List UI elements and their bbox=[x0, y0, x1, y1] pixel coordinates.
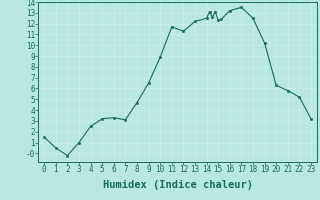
X-axis label: Humidex (Indice chaleur): Humidex (Indice chaleur) bbox=[103, 180, 252, 190]
